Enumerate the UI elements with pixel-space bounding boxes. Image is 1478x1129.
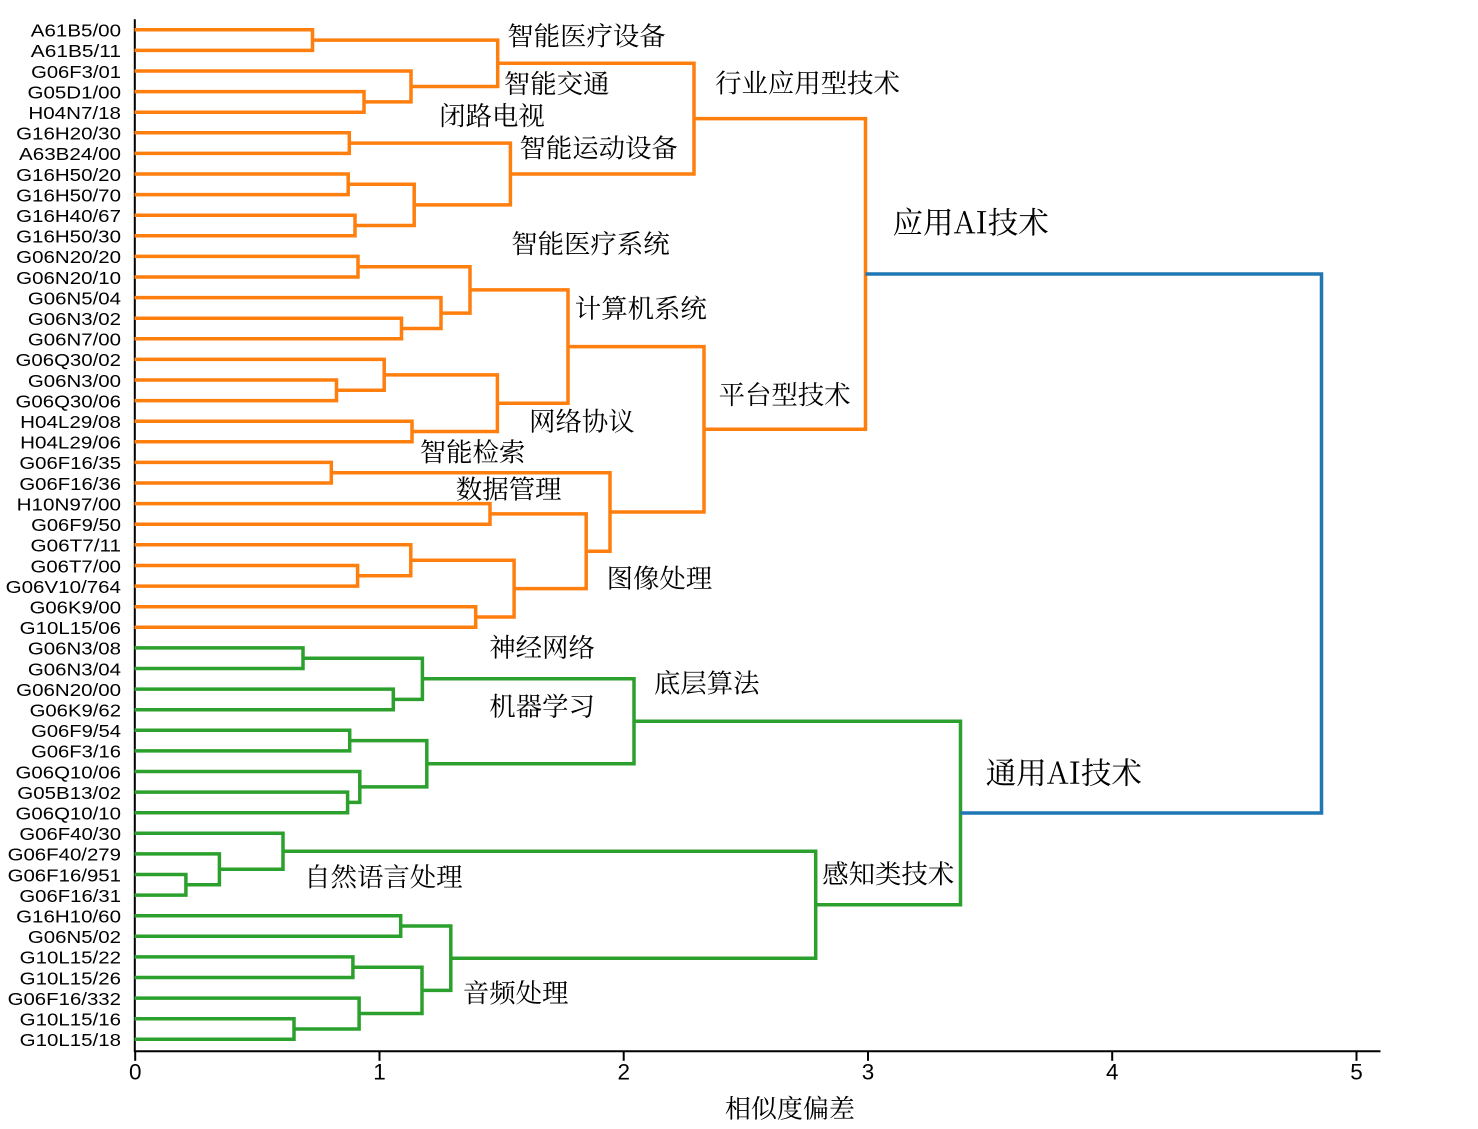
svg-text:G06N20/10: G06N20/10 bbox=[16, 268, 121, 288]
svg-text:G06F40/30: G06F40/30 bbox=[19, 824, 121, 844]
svg-text:G05B13/02: G05B13/02 bbox=[17, 783, 121, 803]
svg-text:G06F16/951: G06F16/951 bbox=[8, 865, 121, 885]
svg-text:H04L29/08: H04L29/08 bbox=[20, 412, 121, 432]
svg-text:G06T7/11: G06T7/11 bbox=[31, 536, 122, 556]
svg-text:2: 2 bbox=[617, 1060, 630, 1085]
svg-text:G06N5/04: G06N5/04 bbox=[28, 288, 121, 308]
svg-text:G06F9/50: G06F9/50 bbox=[31, 515, 121, 535]
svg-text:A61B5/11: A61B5/11 bbox=[31, 41, 121, 61]
svg-text:G06T7/00: G06T7/00 bbox=[31, 556, 122, 576]
svg-text:G06N3/00: G06N3/00 bbox=[28, 371, 121, 391]
svg-text:G06N3/08: G06N3/08 bbox=[28, 639, 121, 659]
svg-text:G06F40/279: G06F40/279 bbox=[8, 845, 121, 865]
svg-text:G06Q10/10: G06Q10/10 bbox=[16, 804, 122, 824]
svg-text:G10L15/26: G10L15/26 bbox=[20, 968, 121, 988]
svg-text:G10L15/18: G10L15/18 bbox=[20, 1030, 121, 1050]
svg-text:A63B24/00: A63B24/00 bbox=[19, 144, 121, 164]
svg-text:G06Q30/06: G06Q30/06 bbox=[16, 391, 122, 411]
svg-text:A61B5/00: A61B5/00 bbox=[31, 21, 122, 41]
svg-text:G06F3/16: G06F3/16 bbox=[31, 742, 121, 762]
svg-text:G06V10/764: G06V10/764 bbox=[6, 577, 122, 597]
svg-text:G06N5/02: G06N5/02 bbox=[28, 927, 121, 947]
svg-text:G06N20/20: G06N20/20 bbox=[16, 247, 121, 267]
svg-text:G06N7/00: G06N7/00 bbox=[28, 330, 121, 350]
svg-text:G06F16/36: G06F16/36 bbox=[19, 474, 121, 494]
svg-text:G06F16/31: G06F16/31 bbox=[19, 886, 121, 906]
svg-text:1: 1 bbox=[373, 1060, 386, 1085]
svg-text:G06N3/02: G06N3/02 bbox=[28, 309, 121, 329]
svg-text:G10L15/06: G10L15/06 bbox=[20, 618, 121, 638]
svg-text:G10L15/16: G10L15/16 bbox=[20, 1010, 121, 1030]
svg-text:3: 3 bbox=[862, 1060, 875, 1085]
svg-text:G10L15/22: G10L15/22 bbox=[20, 948, 121, 968]
svg-text:H10N97/00: H10N97/00 bbox=[17, 494, 122, 514]
svg-text:5: 5 bbox=[1350, 1060, 1363, 1085]
svg-text:G16H20/30: G16H20/30 bbox=[16, 124, 121, 144]
svg-text:G16H50/70: G16H50/70 bbox=[16, 185, 121, 205]
svg-text:G06F16/35: G06F16/35 bbox=[19, 453, 121, 473]
svg-text:G06Q10/06: G06Q10/06 bbox=[16, 762, 122, 782]
svg-text:H04N7/18: H04N7/18 bbox=[28, 103, 121, 123]
svg-text:G06K9/62: G06K9/62 bbox=[30, 701, 121, 721]
svg-text:G06Q30/02: G06Q30/02 bbox=[16, 350, 122, 370]
svg-text:G16H40/67: G16H40/67 bbox=[16, 206, 121, 226]
svg-text:G06K9/00: G06K9/00 bbox=[30, 598, 122, 618]
svg-text:G06F3/01: G06F3/01 bbox=[31, 62, 121, 82]
svg-text:4: 4 bbox=[1106, 1060, 1119, 1085]
svg-text:H04L29/06: H04L29/06 bbox=[20, 433, 121, 453]
svg-text:G06N20/00: G06N20/00 bbox=[16, 680, 121, 700]
svg-text:0: 0 bbox=[129, 1060, 142, 1085]
svg-text:G06F9/54: G06F9/54 bbox=[31, 721, 121, 741]
svg-text:G06N3/04: G06N3/04 bbox=[28, 659, 121, 679]
svg-text:G16H50/20: G16H50/20 bbox=[16, 165, 121, 185]
svg-text:G05D1/00: G05D1/00 bbox=[28, 82, 122, 102]
svg-text:G16H50/30: G16H50/30 bbox=[16, 227, 121, 247]
svg-text:G16H10/60: G16H10/60 bbox=[16, 907, 121, 927]
svg-text:G06F16/332: G06F16/332 bbox=[8, 989, 121, 1009]
